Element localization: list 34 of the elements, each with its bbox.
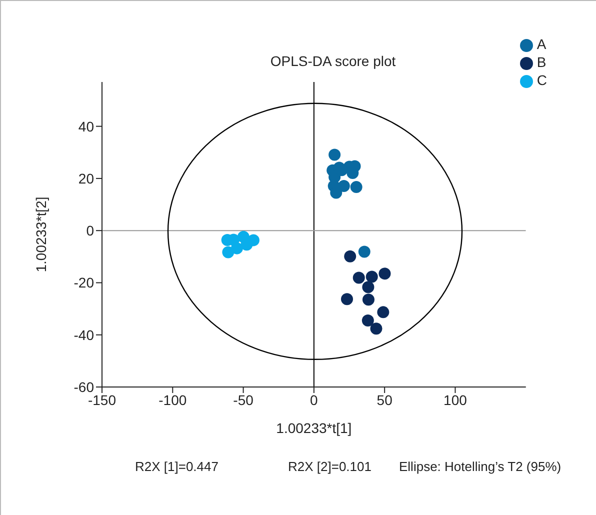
point (341, 293, 353, 306)
text: R2X [1]=0.447 (135, 459, 218, 474)
point (362, 294, 374, 306)
x-axis-title: 1.00233*t[1] (276, 420, 352, 436)
point (378, 268, 391, 280)
x-tick-label: 50 (376, 392, 393, 408)
y-tick-label: -40 (74, 326, 94, 343)
point (358, 246, 370, 258)
y-tick-label: 40 (78, 118, 94, 134)
y-tick-label: 20 (78, 170, 94, 186)
x-tick-label: -50 (233, 392, 254, 408)
point (366, 270, 378, 283)
x-tick-label: -100 (158, 392, 187, 408)
point (222, 246, 234, 258)
point (338, 180, 350, 192)
legend-label: A (536, 36, 546, 52)
y-axis-title: 1.00233*t[2] (32, 196, 49, 272)
x-tick-label: 0 (310, 392, 318, 408)
legend-label: C (536, 72, 547, 88)
chart-title: OPLS-DA score plot (270, 53, 396, 69)
point (370, 322, 382, 335)
text: Ellipse: Hotelling’s T2 (95%) (399, 459, 562, 474)
y-tick-label: -20 (74, 274, 94, 291)
x-tick-label: 100 (444, 392, 468, 408)
point (362, 314, 374, 327)
point (377, 306, 390, 318)
text: R2X [2]=0.101 (288, 459, 372, 474)
point (344, 250, 356, 262)
point (362, 281, 374, 294)
point (328, 148, 341, 161)
point (352, 272, 365, 284)
y-tick-label: 0 (86, 222, 94, 239)
point (350, 181, 362, 194)
legend-label: B (536, 54, 546, 70)
